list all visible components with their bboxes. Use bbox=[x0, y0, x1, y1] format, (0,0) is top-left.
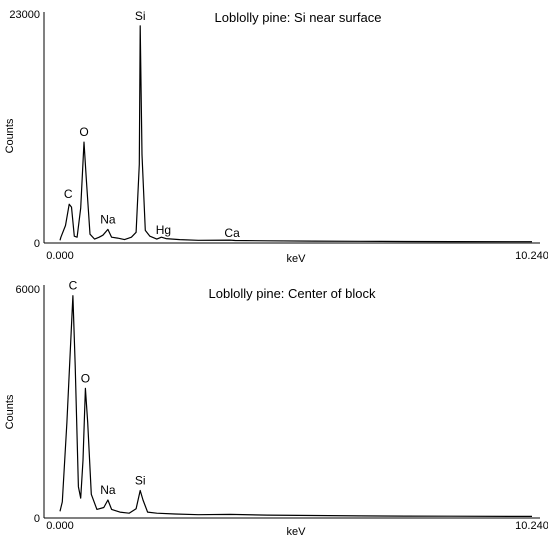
spectrum-line-bottom bbox=[59, 295, 533, 517]
panel-top: 23000 0 0.000 10.240 keV Counts Loblolly… bbox=[4, 9, 548, 265]
peak-label-si: Si bbox=[135, 474, 146, 488]
peak-label-na: Na bbox=[100, 483, 116, 497]
y-tick-max-bottom: 6000 bbox=[16, 284, 40, 296]
peak-label-hg: Hg bbox=[156, 223, 171, 237]
x-tick-min-bottom: 0.000 bbox=[46, 520, 74, 532]
chart-title-top: Loblolly pine: Si near surface bbox=[215, 10, 382, 25]
peak-label-c: C bbox=[69, 279, 78, 293]
y-tick-max-top: 23000 bbox=[9, 9, 40, 21]
x-tick-max-bottom: 10.240 bbox=[515, 520, 548, 532]
peak-label-o: O bbox=[79, 125, 88, 139]
chart-title-bottom: Loblolly pine: Center of block bbox=[209, 286, 376, 301]
y-tick-zero-top: 0 bbox=[34, 238, 40, 250]
spectrum-line-top bbox=[59, 25, 533, 243]
panel-bottom: 6000 0 0.000 10.240 keV Counts Loblolly … bbox=[4, 279, 548, 538]
peak-label-na: Na bbox=[100, 212, 116, 226]
peak-label-ca: Ca bbox=[224, 226, 240, 240]
peak-label-o: O bbox=[81, 371, 90, 385]
x-axis-label-bottom: keV bbox=[287, 526, 307, 538]
peak-labels-top: Si O C Na Hg Ca bbox=[64, 9, 240, 240]
x-tick-max-top: 10.240 bbox=[515, 250, 548, 262]
peak-labels-bottom: C O Si Na bbox=[69, 279, 146, 497]
y-axis-label-top: Counts bbox=[4, 118, 16, 153]
y-tick-zero-bottom: 0 bbox=[34, 513, 40, 525]
x-tick-min-top: 0.000 bbox=[46, 250, 74, 262]
peak-label-c: C bbox=[64, 187, 73, 201]
peak-label-si: Si bbox=[135, 9, 146, 23]
y-axis-label-bottom: Counts bbox=[4, 394, 16, 429]
x-axis-label-top: keV bbox=[287, 253, 307, 265]
